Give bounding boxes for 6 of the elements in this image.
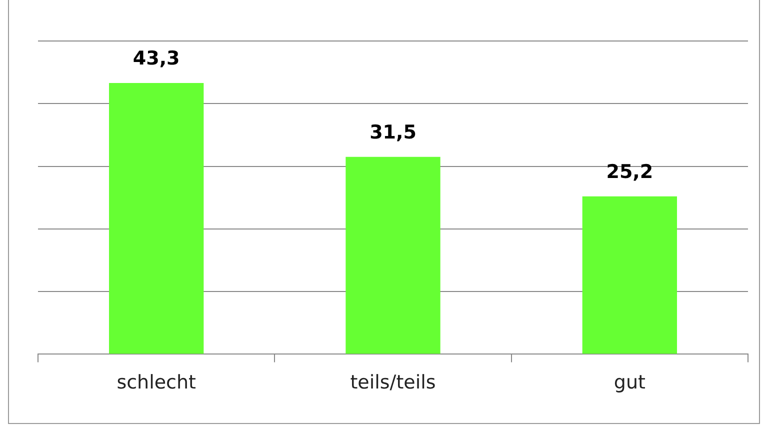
x-tick-label: schlecht (116, 372, 196, 394)
data-label: 31,5 (370, 121, 416, 144)
data-label: 25,2 (606, 160, 654, 183)
data-label: 43,3 (132, 47, 180, 70)
x-tick-label: teils/teils (350, 372, 436, 394)
x-tick-label: gut (614, 372, 646, 394)
